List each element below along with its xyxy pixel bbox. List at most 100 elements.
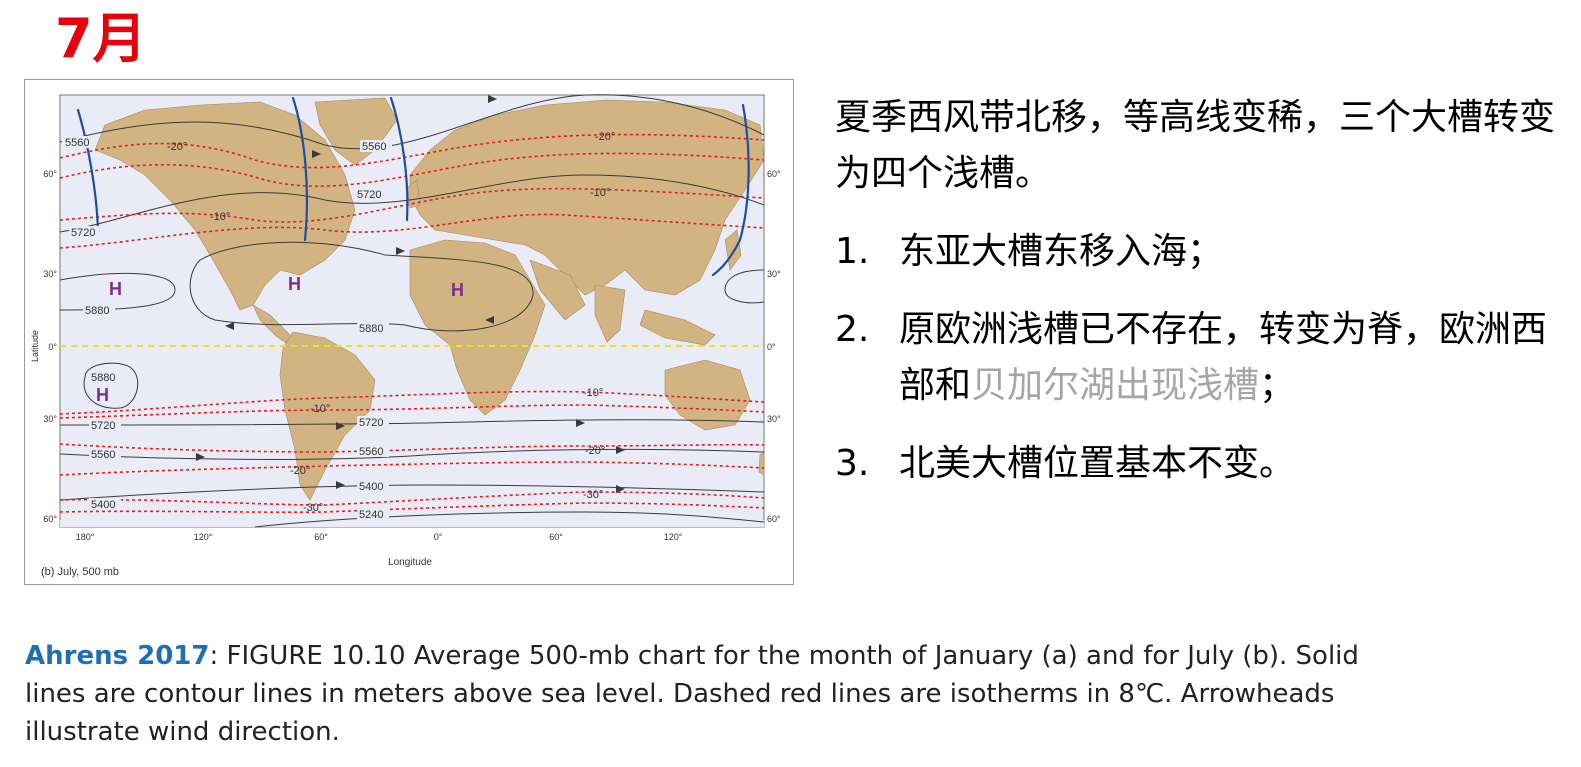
arabia-india: [529, 259, 586, 321]
eurasia: [409, 99, 765, 296]
left-latitude-ticks: 60° 30° 0° 30° 60°: [43, 169, 57, 524]
high-pressure-label: H: [109, 279, 122, 299]
list-item: 2. 原欧洲浅槽已不存在，转变为脊，欧洲西部和贝加尔湖出现浅槽；: [835, 302, 1575, 414]
left-tick: 30°: [43, 269, 57, 279]
trough-axis-north-america: [291, 96, 309, 242]
contour-label: 5880: [85, 305, 109, 317]
isotherm-10-south-a: [59, 390, 765, 415]
isotherm-10-north-a: [59, 187, 765, 223]
isotherm-20-south-a: [59, 443, 765, 453]
caption-author: Ahrens 2017: [25, 641, 210, 671]
isotherm-20-north-a: [59, 133, 765, 169]
trough-axes: [76, 96, 750, 277]
trough-axis-alaska: [76, 108, 100, 234]
isotherm-label: -30°: [583, 489, 603, 501]
antarctica-edge: [60, 520, 764, 527]
contour-label: 5720: [91, 420, 115, 432]
contour-5560-sh: [59, 448, 765, 460]
left-tick: 30°: [43, 414, 57, 424]
contour-5720-north: [59, 174, 765, 233]
high-pressure-label: H: [96, 385, 109, 405]
high-pressure-label: H: [451, 280, 464, 300]
isotherm-10-south-b: [59, 404, 765, 419]
explanation-panel: 夏季西风带北移，等高线变稀，三个大槽转变为四个浅槽。 1. 东亚大槽东移入海； …: [835, 90, 1575, 514]
bottom-tick: 180°: [76, 532, 95, 542]
australia: [664, 359, 751, 431]
south-america: [279, 331, 376, 501]
isotherm-20-north-b: [59, 152, 765, 187]
wind-arrow: [336, 481, 345, 489]
contour-label: 5560: [359, 446, 383, 458]
wind-arrows: [196, 95, 625, 493]
left-tick: 60°: [43, 514, 57, 524]
contour-label-group: 5560 5720 5720 5560 5880 5880 5880 5720 …: [62, 136, 392, 521]
y-axis-label: Latitude: [30, 330, 40, 362]
list-item: 1. 东亚大槽东移入海；: [835, 224, 1575, 280]
isotherm-label: -10°: [590, 187, 610, 199]
contour-5720-sh: [59, 419, 765, 426]
right-tick: 30°: [767, 414, 781, 424]
india: [594, 284, 626, 343]
north-america: [94, 101, 356, 311]
wind-arrow: [616, 485, 625, 493]
trough-axis-atlantic: [389, 96, 409, 222]
contour-5880-high: [189, 241, 534, 332]
left-tick: 60°: [43, 169, 57, 179]
contour-5240-sh: [254, 511, 765, 528]
wind-arrow: [225, 322, 234, 330]
isotherm-label: -20°: [290, 465, 310, 477]
new-zealand: [758, 451, 765, 476]
isotherm-label: -20°: [595, 131, 615, 143]
isotherm-30-south-b: [59, 502, 765, 514]
month-title: 7月: [55, 7, 147, 70]
left-tick: 0°: [48, 342, 57, 352]
contour-label: 5720: [357, 189, 381, 201]
bottom-longitude-ticks: 180° 120° 60° 0° 60° 120°: [76, 532, 683, 542]
list-item-highlight: 贝加尔湖出现浅槽: [971, 365, 1260, 406]
africa: [409, 239, 546, 416]
list-item-text: 北美大槽位置基本不变。: [899, 443, 1296, 484]
contour-5880-sh: [83, 362, 139, 409]
isotherm-10-north-b: [59, 213, 765, 249]
contour-label: 5880: [91, 372, 115, 384]
contour-label: 5560: [65, 137, 89, 149]
isotherm-lines: [59, 133, 765, 514]
list-item: 3. 北美大槽位置基本不变。: [835, 436, 1575, 492]
high-pressure-label: H: [288, 274, 301, 294]
contour-label: 5240: [359, 509, 383, 521]
map-svg: 5560 5720 5720 5560 5880 5880 5880 5720 …: [30, 94, 781, 578]
intro-text: 夏季西风带北移，等高线变稀，三个大槽转变为四个浅槽。: [835, 97, 1556, 194]
bottom-tick: 120°: [664, 532, 683, 542]
right-tick: 60°: [767, 169, 781, 179]
isotherm-label: -30°: [303, 502, 323, 514]
isotherm-label-group: -20° -20° -10° -10° -10° -10° -20° -20° …: [167, 131, 615, 514]
contour-label: 5880: [359, 323, 383, 335]
isotherm-label: -10°: [583, 387, 603, 399]
wind-arrow: [312, 150, 321, 158]
right-tick: 0°: [767, 342, 776, 352]
isotherm-label: -10°: [310, 403, 330, 415]
caption-text: : FIGURE 10.10 Average 500-mb chart for …: [25, 641, 1359, 747]
figure-caption: Ahrens 2017: FIGURE 10.10 Average 500-mb…: [25, 637, 1405, 751]
trough-axis-east-asia: [711, 103, 750, 277]
list-item-text: 原欧洲浅槽已不存在，转变为脊，欧洲西部和贝加尔湖出现浅槽；: [899, 302, 1575, 414]
july-500mb-map-figure: 5560 5720 5720 5560 5880 5880 5880 5720 …: [24, 79, 794, 585]
contour-label: 5400: [359, 481, 383, 493]
right-latitude-ticks: 60° 30° 0° 30° 60°: [767, 169, 781, 524]
x-axis-label: Longitude: [388, 557, 432, 568]
isotherm-label: -10°: [210, 211, 230, 223]
bottom-tick: 60°: [549, 532, 563, 542]
isotherm-30-south-a: [59, 491, 765, 506]
right-tick: 30°: [767, 269, 781, 279]
contour-label: 5720: [71, 227, 95, 239]
contour-label: 5400: [91, 499, 115, 511]
bottom-tick: 0°: [434, 532, 443, 542]
list-item-number: 1.: [835, 231, 870, 272]
contour-5880-east: [724, 269, 765, 304]
list-item-text-part: 原欧洲浅槽已不存在，转变为脊，欧洲西部和: [899, 309, 1548, 406]
wind-arrow: [488, 95, 497, 103]
list-item-number: 2.: [835, 309, 870, 350]
wind-arrow: [396, 247, 405, 255]
greenland: [314, 97, 398, 166]
wind-arrow: [576, 419, 585, 427]
